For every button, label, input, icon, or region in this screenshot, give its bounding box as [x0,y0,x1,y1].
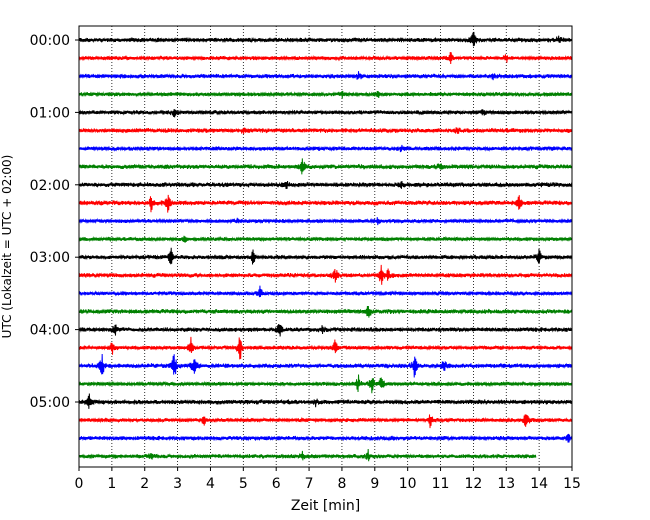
x-tick-label-14: 14 [530,476,548,492]
x-tick-label-15: 15 [563,476,581,492]
trace-row-18 [78,354,573,378]
trace-row-15 [78,305,573,318]
x-tick-label-6: 6 [272,476,281,492]
trace-row-3 [78,90,573,99]
x-tick-label-1: 1 [107,476,116,492]
y-tick-label-2: 02:00 [30,178,70,194]
trace-row-9 [78,194,573,213]
x-tick-label-10: 10 [399,476,417,492]
seismic-traces [78,31,573,462]
x-tick-label-8: 8 [337,476,346,492]
y-tick-label-0: 00:00 [30,33,70,49]
y-axis-label: UTC (Lokalzeit = UTC + 02:00) [0,155,14,339]
y-tick-label-1: 01:00 [30,105,70,121]
trace-row-8 [78,180,573,189]
trace-row-20 [78,393,573,409]
x-axis-label: Zeit [min] [291,498,360,514]
y-axis-ticks: 00:00 01:00 02:00 03:00 04:00 05:00 [30,33,79,411]
trace-row-12 [78,247,573,265]
y-tick-label-3: 03:00 [30,250,70,266]
trace-row-17 [78,336,573,360]
trace-row-5 [78,127,573,135]
trace-row-11 [78,235,573,243]
trace-row-4 [78,108,573,118]
x-tick-label-9: 9 [370,476,379,492]
x-axis-ticks: 0 1 2 3 4 5 6 7 8 9 10 11 12 13 14 15 [75,467,581,492]
trace-row-16 [78,324,573,337]
trace-row-19 [78,374,573,394]
x-tick-label-0: 0 [75,476,84,492]
x-tick-label-5: 5 [239,476,248,492]
x-tick-label-2: 2 [140,476,149,492]
trace-row-1 [78,52,573,65]
trace-row-10 [78,217,573,226]
x-tick-label-3: 3 [173,476,182,492]
plot-frame [78,25,573,468]
y-tick-label-4: 04:00 [30,323,70,339]
x-tick-label-7: 7 [305,476,314,492]
trace-row-21 [78,414,573,429]
trace-row-14 [78,285,573,298]
trace-row-13 [78,264,573,285]
y-tick-label-5: 05:00 [30,395,70,411]
trace-row-6 [78,144,573,153]
trace-row-23 [78,448,537,462]
trace-row-0 [78,31,573,47]
trace-row-7 [78,158,573,175]
x-tick-label-4: 4 [206,476,215,492]
x-tick-label-12: 12 [464,476,482,492]
trace-row-22 [78,433,573,443]
x-tick-label-11: 11 [432,476,450,492]
trace-row-2 [78,71,573,81]
x-tick-label-13: 13 [497,476,515,492]
